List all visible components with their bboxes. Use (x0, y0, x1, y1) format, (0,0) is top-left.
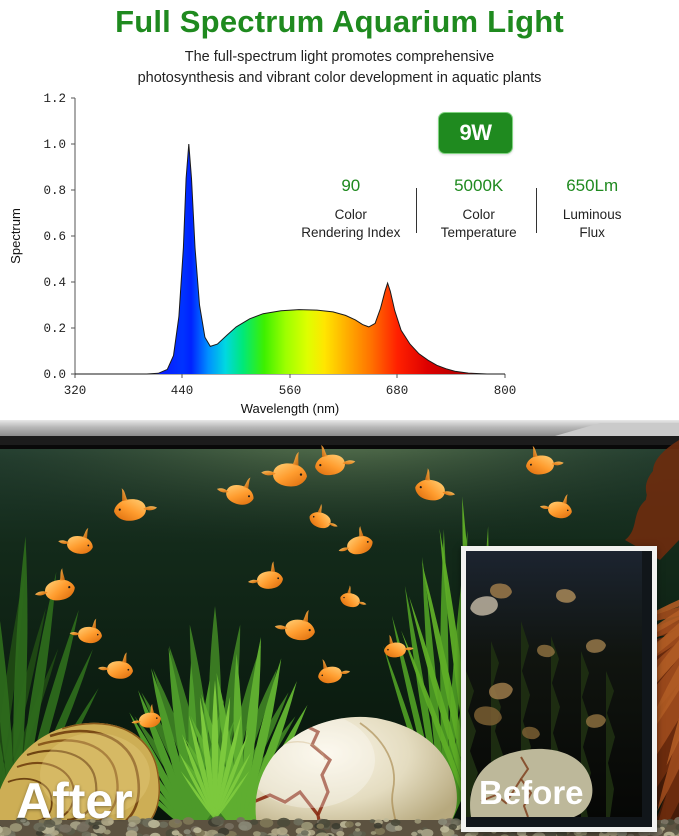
svg-text:320: 320 (64, 384, 87, 398)
svg-text:800: 800 (494, 384, 517, 398)
svg-text:440: 440 (171, 384, 194, 398)
svg-text:0.0: 0.0 (43, 368, 66, 382)
svg-text:0.2: 0.2 (43, 322, 66, 336)
svg-text:0.4: 0.4 (43, 276, 66, 290)
svg-text:0.6: 0.6 (43, 230, 66, 244)
svg-text:1.2: 1.2 (43, 92, 66, 106)
svg-text:560: 560 (279, 384, 302, 398)
svg-text:1.0: 1.0 (43, 138, 66, 152)
svg-text:680: 680 (386, 384, 409, 398)
svg-text:Wavelength (nm): Wavelength (nm) (241, 401, 340, 416)
